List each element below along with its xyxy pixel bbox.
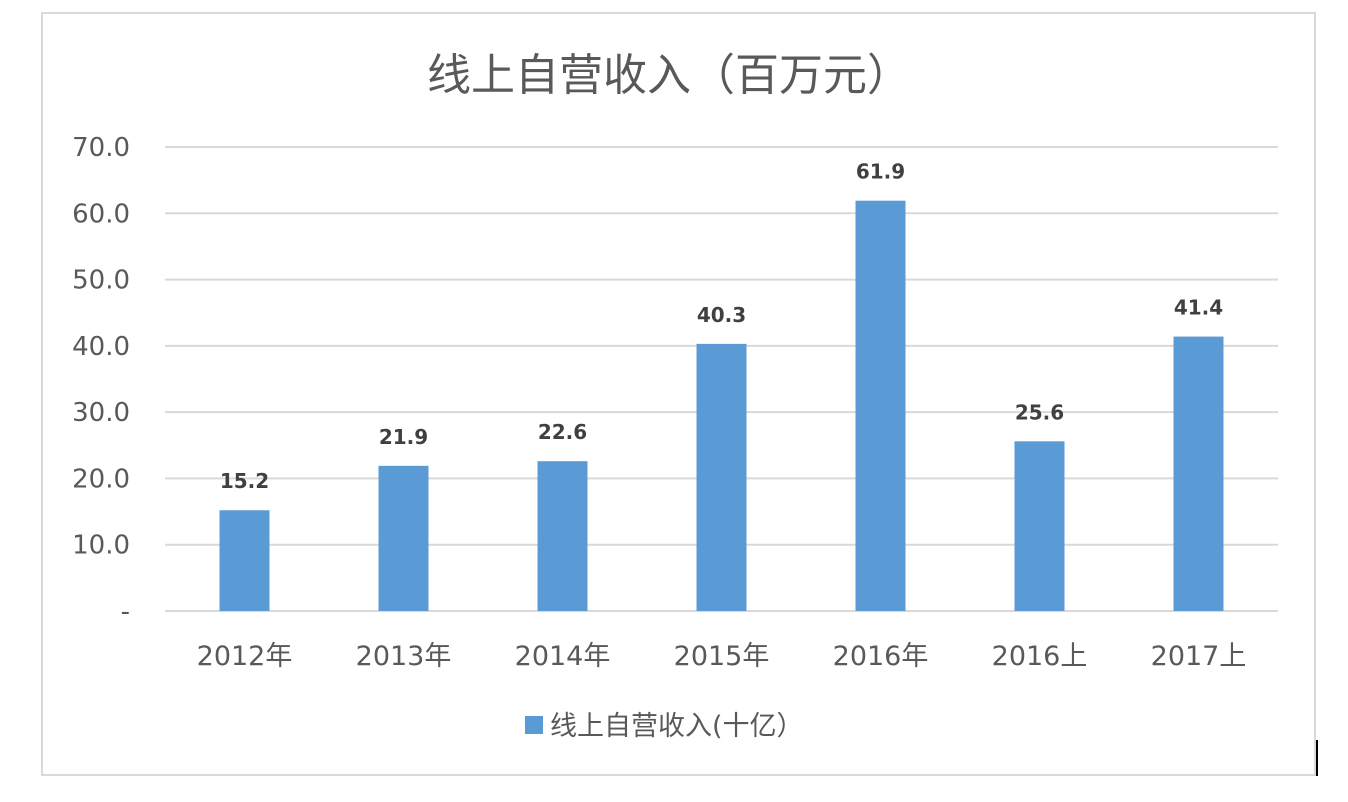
data-label: 22.6	[538, 420, 587, 444]
legend-swatch	[525, 716, 543, 734]
chart-title: 线上自营收入（百万元）	[427, 50, 911, 101]
bar	[537, 461, 588, 611]
x-tick-label: 2015年	[674, 641, 770, 672]
y-tick-label: 70.0	[72, 133, 130, 163]
y-tick-label: 40.0	[72, 332, 130, 362]
bar	[378, 465, 429, 611]
y-tick-label: 30.0	[72, 398, 130, 428]
x-tick-label: 2017上	[1151, 641, 1247, 672]
chart-frame	[41, 12, 1316, 776]
corner-mark	[1316, 740, 1318, 776]
bar	[696, 343, 747, 611]
data-labels: 15.2 21.9 22.6 40.3 61.9 25.6 41.4	[220, 160, 1223, 494]
legend: 线上自营收入(十亿）	[525, 711, 804, 742]
data-label: 21.9	[379, 425, 428, 449]
bar	[219, 510, 270, 611]
x-tick-label: 2014年	[515, 641, 611, 672]
bar	[1173, 336, 1224, 611]
y-tick-label: 10.0	[72, 531, 130, 561]
x-tick-label: 2016年	[833, 641, 929, 672]
x-tick-label: 2016上	[992, 641, 1088, 672]
data-label: 40.3	[697, 303, 746, 327]
x-tick-label: 2012年	[197, 641, 293, 672]
legend-label: 线上自营收入(十亿）	[550, 711, 804, 742]
bar	[855, 200, 906, 612]
y-tick-label: 50.0	[72, 266, 130, 296]
data-label: 15.2	[220, 469, 269, 493]
y-tick-label: 20.0	[72, 464, 130, 494]
data-label: 41.4	[1174, 296, 1223, 320]
y-tick-label: -	[121, 597, 130, 627]
y-axis-ticks: - 10.0 20.0 30.0 40.0 50.0 60.0 70.0	[72, 133, 130, 627]
x-axis-categories: 2012年 2013年 2014年 2015年 2016年 2016上 2017上	[197, 641, 1247, 672]
data-label: 61.9	[856, 160, 905, 184]
bars	[219, 200, 1224, 612]
y-tick-label: 60.0	[72, 199, 130, 229]
bar	[1014, 441, 1065, 611]
data-label: 25.6	[1015, 400, 1064, 424]
x-tick-label: 2013年	[356, 641, 452, 672]
